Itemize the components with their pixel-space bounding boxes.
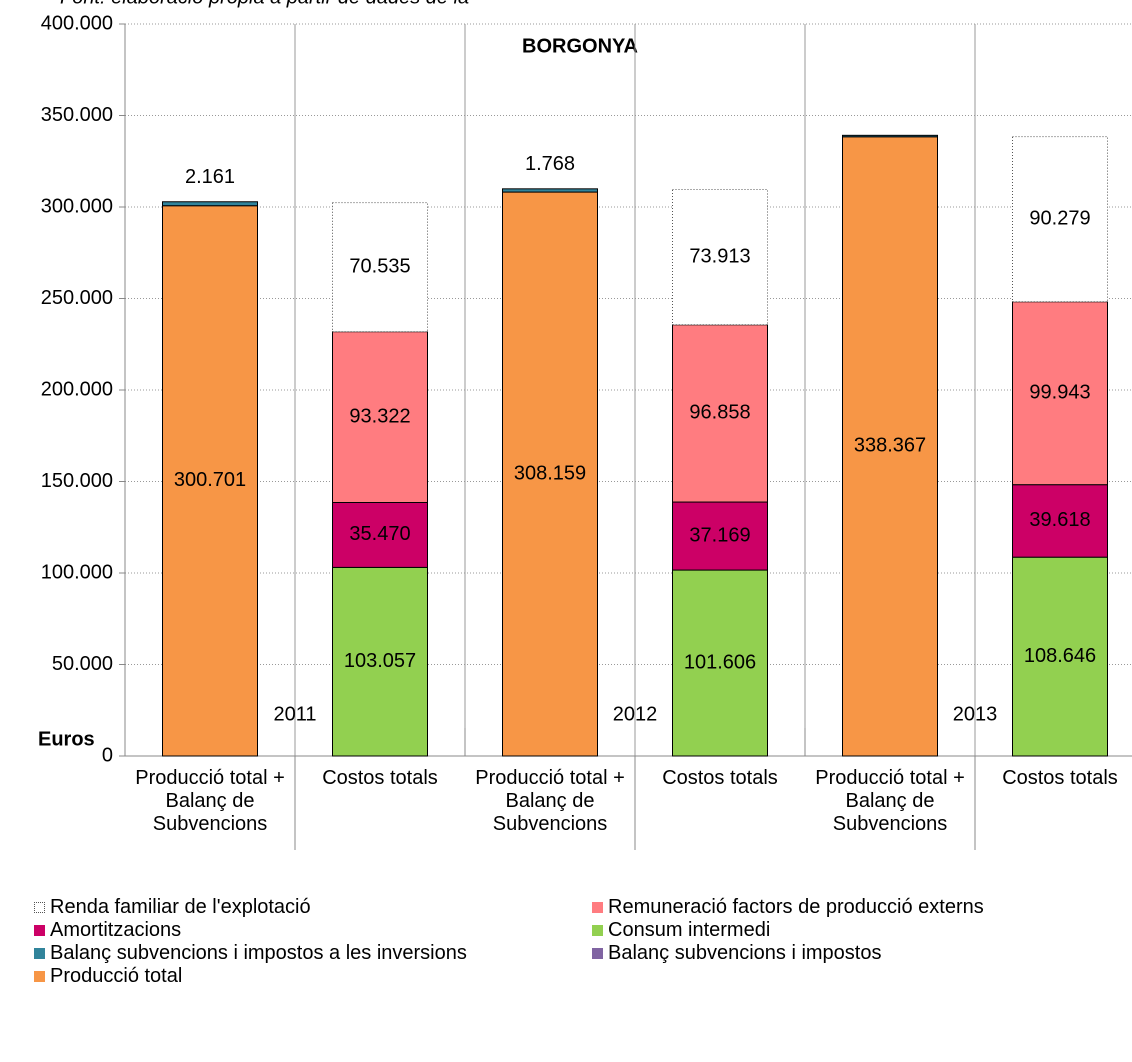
y-tick-label: 0 <box>102 744 113 766</box>
group-label: 2012 <box>613 703 658 725</box>
legend-swatch <box>592 948 603 959</box>
bar-segment <box>1012 556 1108 757</box>
bar-segment <box>332 202 428 333</box>
legend-swatch <box>34 971 45 982</box>
y-tick-label: 350.000 <box>41 104 113 126</box>
data-label: 99.943 <box>1029 382 1090 404</box>
legend-swatch <box>592 902 603 913</box>
bar-segment <box>1012 136 1108 303</box>
bar-segment <box>162 205 258 757</box>
bar-segment <box>672 501 768 571</box>
data-label: 308.159 <box>514 462 586 484</box>
legend-item: Balanç subvencions i impostos a les inve… <box>34 942 467 965</box>
data-label: 90.279 <box>1029 207 1090 229</box>
bar-segment <box>842 134 938 138</box>
legend-swatch <box>34 902 45 913</box>
x-tick-label: Producció total + Balanç de Subvencions <box>135 767 285 835</box>
legend-item: Remuneració factors de producció externs <box>592 896 984 919</box>
data-label: 338.367 <box>854 435 926 457</box>
data-label: 93.322 <box>349 405 410 427</box>
legend-label: Consum intermedi <box>608 919 771 941</box>
bar-segment <box>332 566 428 757</box>
x-tick-label: Costos totals <box>662 767 778 789</box>
chart-title: BORGONYA <box>522 35 638 57</box>
data-label: 108.646 <box>1024 645 1096 667</box>
bar-segment <box>332 501 428 568</box>
x-tick-label: Producció total + Balanç de Subvencions <box>475 767 625 835</box>
bar-segment <box>672 189 768 326</box>
legend-item: Amortitzacions <box>34 919 181 942</box>
bar-segment <box>162 201 258 207</box>
legend-item: Consum intermedi <box>592 919 770 942</box>
bar-segment <box>842 136 938 757</box>
bar-segment <box>332 331 428 503</box>
legend-swatch <box>34 948 45 959</box>
data-label: 96.858 <box>689 402 750 424</box>
y-tick-label: 300.000 <box>41 195 113 217</box>
data-label: 37.169 <box>689 524 750 546</box>
y-tick-label: 100.000 <box>41 561 113 583</box>
group-label: 2013 <box>953 703 998 725</box>
data-label: 2.161 <box>185 166 235 188</box>
data-label: 1.768 <box>525 153 575 175</box>
legend-label: Renda familiar de l'explotació <box>50 896 311 918</box>
legend-label: Producció total <box>50 965 183 987</box>
legend-label: Balanç subvencions i impostos a les inve… <box>50 942 467 964</box>
x-tick-label: Costos totals <box>1002 767 1118 789</box>
bar-segment <box>672 569 768 757</box>
data-label: 39.618 <box>1029 509 1090 531</box>
data-label: 73.913 <box>689 245 750 267</box>
legend-swatch <box>34 925 45 936</box>
legend-item: Producció total <box>34 965 182 988</box>
y-tick-label: 50.000 <box>52 653 113 675</box>
data-label: 70.535 <box>349 255 410 277</box>
data-label: 300.701 <box>174 469 246 491</box>
legend-swatch <box>592 925 603 936</box>
x-tick-label: Costos totals <box>322 767 438 789</box>
legend-item: Balanç subvencions i impostos <box>592 942 881 965</box>
data-label: 35.470 <box>349 523 410 545</box>
bar-segment <box>502 191 598 757</box>
bar-segment <box>672 324 768 503</box>
y-tick-label: 150.000 <box>41 470 113 492</box>
data-label: 103.057 <box>344 650 416 672</box>
data-label: 101.606 <box>684 651 756 673</box>
legend-item: Renda familiar de l'explotació <box>34 896 311 919</box>
y-tick-label: 250.000 <box>41 287 113 309</box>
y-axis-label: Euros <box>38 728 95 750</box>
bar-segment <box>502 188 598 193</box>
legend-label: Amortitzacions <box>50 919 182 941</box>
x-tick-label: Producció total + Balanç de Subvencions <box>815 767 965 835</box>
legend-label: Remuneració factors de producció externs <box>608 896 984 918</box>
y-tick-label: 400.000 <box>41 12 113 34</box>
legend-label: Balanç subvencions i impostos <box>608 942 882 964</box>
bar-segment <box>1012 484 1108 558</box>
group-label: 2011 <box>273 703 316 725</box>
source-note: Font: elaboració pròpia a partir de dade… <box>60 0 469 8</box>
y-tick-label: 200.000 <box>41 378 113 400</box>
